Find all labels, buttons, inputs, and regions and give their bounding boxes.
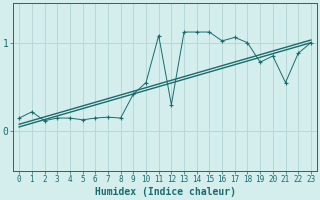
X-axis label: Humidex (Indice chaleur): Humidex (Indice chaleur) [94, 187, 236, 197]
